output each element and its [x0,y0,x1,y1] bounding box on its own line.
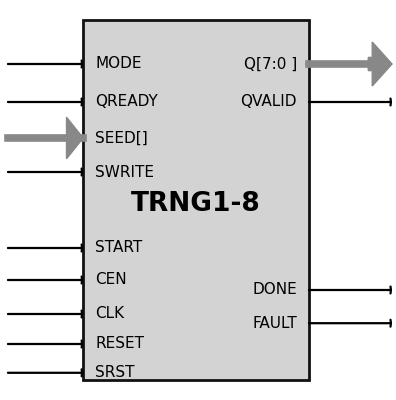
Text: RESET: RESET [95,336,144,352]
Text: QVALID: QVALID [240,94,297,110]
Text: SEED[]: SEED[] [95,130,148,146]
Text: SRST: SRST [95,365,135,380]
Text: FAULT: FAULT [252,316,297,331]
Polygon shape [67,117,83,159]
Text: Q[7:0 ]: Q[7:0 ] [244,56,297,72]
Bar [83,20,309,380]
Text: MODE: MODE [95,56,141,72]
Text: START: START [95,240,142,256]
Text: CEN: CEN [95,272,127,288]
Text: DONE: DONE [252,282,297,298]
Polygon shape [368,42,392,86]
Text: QREADY: QREADY [95,94,158,110]
Text: SWRITE: SWRITE [95,164,154,180]
Text: CLK: CLK [95,306,124,322]
Text: TRNG1-8: TRNG1-8 [131,191,261,217]
